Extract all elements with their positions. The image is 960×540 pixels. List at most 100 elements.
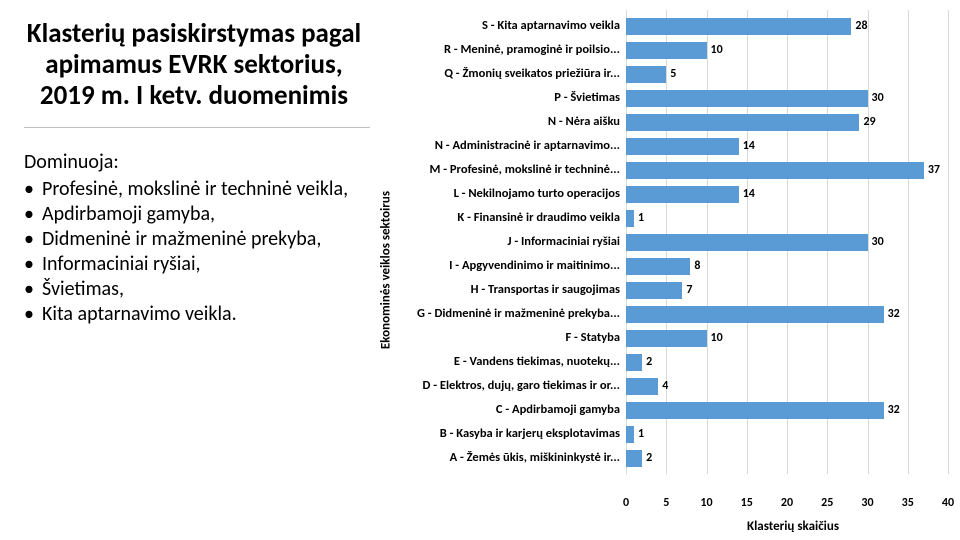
bar	[626, 186, 739, 203]
bar-row: N - Administracinė ir aptarnavimo... 14	[406, 134, 948, 158]
bar-row: L - Nekilnojamo turto operacijos14	[406, 182, 948, 206]
bar-wrap: 2	[626, 354, 948, 371]
x-tick: 5	[663, 496, 669, 510]
bar-wrap: 29	[626, 114, 948, 131]
bar-value: 7	[686, 283, 692, 297]
bar-row: R - Meninė, pramoginė ir poilsio... 10	[406, 38, 948, 62]
bar-wrap: 1	[626, 426, 948, 443]
bar-value: 14	[743, 139, 755, 153]
body-text: Dominuoja: Profesinė, mokslinė ir techni…	[24, 150, 370, 327]
category-label: J - Informaciniai ryšiai	[406, 235, 626, 248]
slide-title: Klasterių pasiskirstymas pagal apimamus …	[24, 18, 370, 128]
bar	[626, 306, 884, 323]
bullet-item: Švietimas,	[42, 277, 370, 302]
bar-value: 1	[638, 427, 644, 441]
left-panel: Klasterių pasiskirstymas pagal apimamus …	[0, 0, 380, 540]
bar-value: 32	[888, 403, 900, 417]
bar-value: 14	[743, 187, 755, 201]
bar-wrap: 2	[626, 450, 948, 467]
category-label: H - Transportas ir saugojimas	[406, 283, 626, 296]
bar-wrap: 30	[626, 234, 948, 251]
bar	[626, 162, 924, 179]
bar-value: 32	[888, 307, 900, 321]
bar-value: 4	[662, 379, 668, 393]
x-axis-label: Klasterių skaičius	[380, 519, 960, 534]
bar	[626, 114, 859, 131]
bar-row: I - Apgyvendinimo ir maitinimo...8	[406, 254, 948, 278]
bar-value: 29	[863, 115, 875, 129]
bar	[626, 66, 666, 83]
x-tick: 10	[700, 496, 712, 510]
bar-value: 1	[638, 211, 644, 225]
bar-row: H - Transportas ir saugojimas 7	[406, 278, 948, 302]
bullet-item: Informaciniai ryšiai,	[42, 252, 370, 277]
x-tick: 0	[623, 496, 629, 510]
bar-row: M - Profesinė, mokslinė ir techninė... 37	[406, 158, 948, 182]
x-tick: 15	[741, 496, 753, 510]
bar	[626, 330, 707, 347]
x-tick: 30	[861, 496, 873, 510]
bar	[626, 42, 707, 59]
x-axis: 0510152025303540	[626, 496, 948, 514]
bar-wrap: 10	[626, 330, 948, 347]
x-tick: 35	[902, 496, 914, 510]
category-label: S - Kita aptarnavimo veikla	[406, 19, 626, 32]
bar-row: F - Statyba 10	[406, 326, 948, 350]
bar	[626, 402, 884, 419]
bar-wrap: 32	[626, 306, 948, 323]
bar-row: J - Informaciniai ryšiai30	[406, 230, 948, 254]
bar-row: S - Kita aptarnavimo veikla 28	[406, 14, 948, 38]
category-label: E - Vandens tiekimas, nuotekų...	[406, 355, 626, 368]
category-label: N - Administracinė ir aptarnavimo...	[406, 139, 626, 152]
bar	[626, 234, 868, 251]
category-label: C - Apdirbamoji gamyba	[406, 403, 626, 416]
bar-row: G - Didmeninė ir mažmeninė prekyba... 32	[406, 302, 948, 326]
bar-wrap: 14	[626, 186, 948, 203]
bullet-item: Apdirbamoji gamyba,	[42, 202, 370, 227]
bar-value: 8	[694, 259, 700, 273]
x-tick: 25	[821, 496, 833, 510]
bar	[626, 90, 868, 107]
bar	[626, 138, 739, 155]
category-label: N - Nėra aišku	[406, 115, 626, 128]
category-label: D - Elektros, dujų, garo tiekimas ir or.…	[406, 379, 626, 392]
lead-text: Dominuoja:	[24, 150, 370, 175]
y-axis-label: Ekonominės veiklos sektoirus	[379, 191, 394, 349]
bullet-item: Kita aptarnavimo veikla.	[42, 302, 370, 327]
bar-row: Q - Žmonių sveikatos priežiūra ir...5	[406, 62, 948, 86]
bar-value: 37	[928, 163, 940, 177]
bar-row: N - Nėra aišku 29	[406, 110, 948, 134]
category-label: K - Finansinė ir draudimo veikla	[406, 211, 626, 224]
bullet-list: Profesinė, mokslinė ir techninė veikla,A…	[24, 177, 370, 327]
bar-wrap: 37	[626, 162, 948, 179]
grid-line	[948, 10, 949, 474]
bar	[626, 282, 682, 299]
bar-wrap: 28	[626, 18, 948, 35]
bar-row: K - Finansinė ir draudimo veikla 1	[406, 206, 948, 230]
bar-value: 10	[711, 43, 723, 57]
bar-wrap: 4	[626, 378, 948, 395]
bar-value: 2	[646, 355, 652, 369]
bar-row: D - Elektros, dujų, garo tiekimas ir or.…	[406, 374, 948, 398]
category-label: G - Didmeninė ir mažmeninė prekyba...	[406, 307, 626, 320]
bar	[626, 210, 634, 227]
bar-wrap: 5	[626, 66, 948, 83]
bar	[626, 18, 851, 35]
chart-panel: Ekonominės veiklos sektoirus S - Kita ap…	[380, 0, 960, 540]
category-label: R - Meninė, pramoginė ir poilsio...	[406, 43, 626, 56]
bullet-item: Didmeninė ir mažmeninė prekyba,	[42, 227, 370, 252]
category-label: A - Žemės ūkis, miškininkystė ir...	[406, 451, 626, 464]
bullet-item: Profesinė, mokslinė ir techninė veikla,	[42, 177, 370, 202]
bar-row: B - Kasyba ir karjerų eksplotavimas1	[406, 422, 948, 446]
slide: Klasterių pasiskirstymas pagal apimamus …	[0, 0, 960, 540]
bar-value: 10	[711, 331, 723, 345]
category-label: F - Statyba	[406, 331, 626, 344]
bar-wrap: 1	[626, 210, 948, 227]
bar-value: 5	[670, 67, 676, 81]
category-label: M - Profesinė, mokslinė ir techninė...	[406, 163, 626, 176]
bar	[626, 378, 658, 395]
x-tick: 40	[942, 496, 954, 510]
bar-value: 28	[855, 19, 867, 33]
bar-value: 2	[646, 451, 652, 465]
x-tick: 20	[781, 496, 793, 510]
